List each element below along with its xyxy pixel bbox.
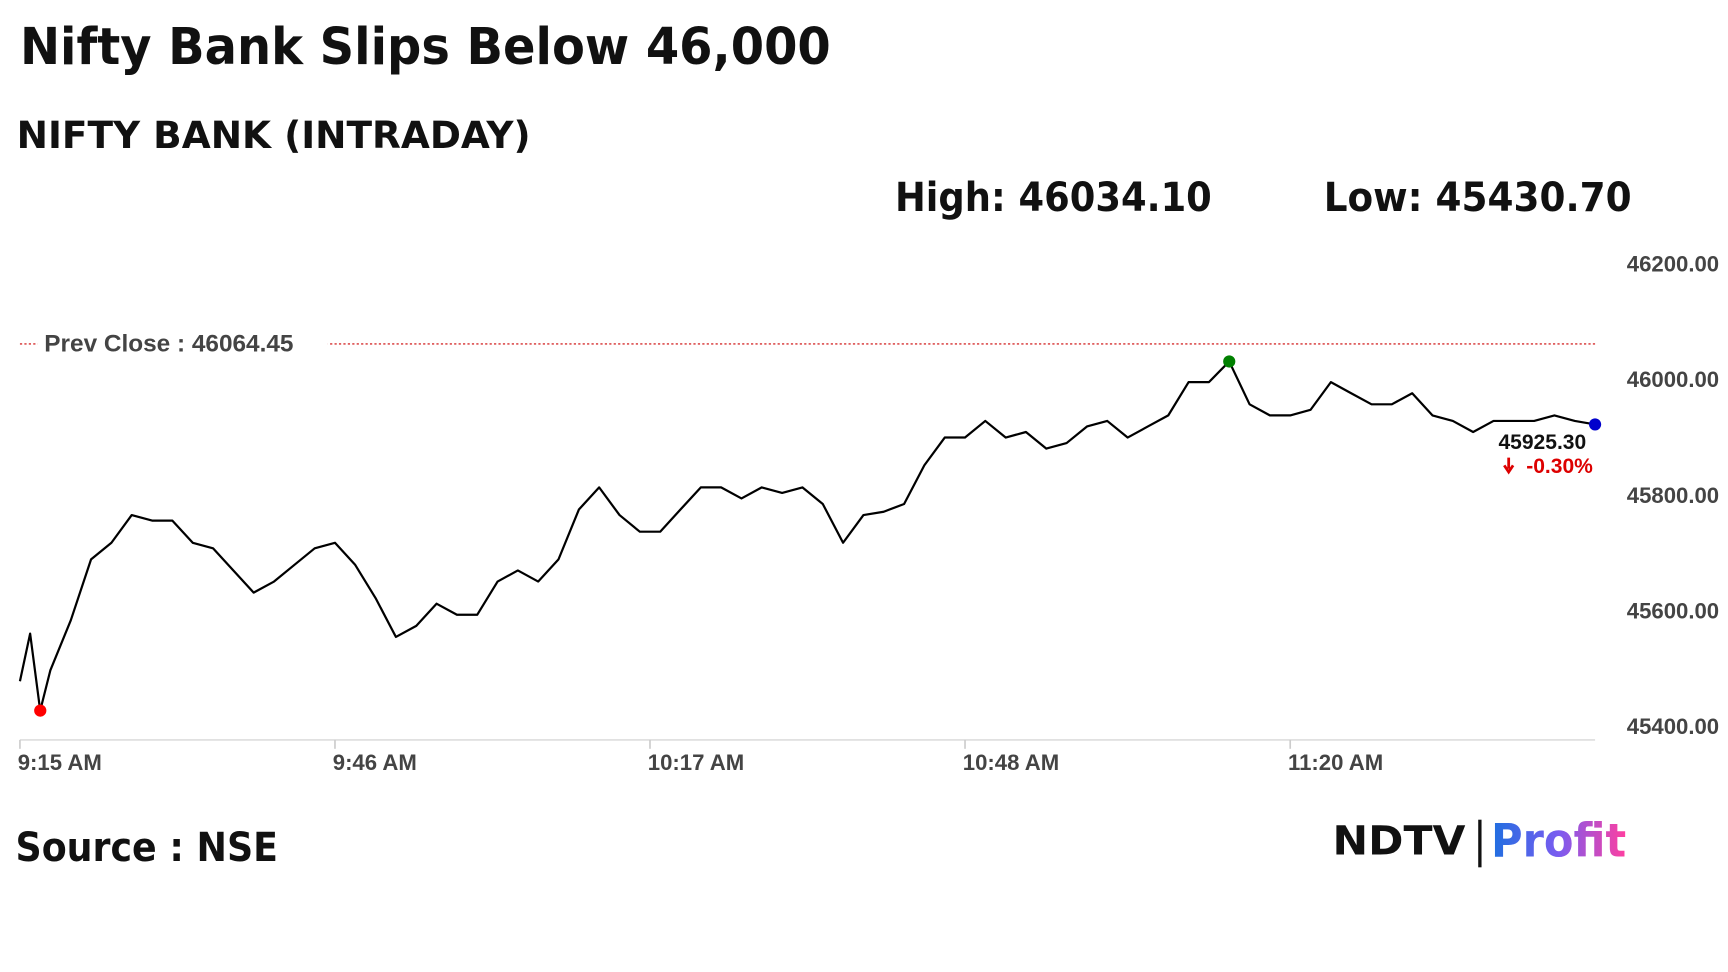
y-tick-label: 46000.00 [1627,367,1719,392]
x-tick-label: 9:46 AM [333,750,417,775]
low-label: Low: 45430.70 [1324,175,1632,221]
y-tick-label: 45800.00 [1627,483,1719,508]
x-tick-label: 11:20 AM [1288,750,1383,775]
logo: NDTV Profit [1333,814,1627,868]
x-tick-label: 10:48 AM [963,750,1059,775]
change-label: -0.30% [1526,455,1593,478]
x-tick-label: 9:15 AM [18,750,102,775]
last-marker [1588,418,1602,431]
y-tick-label: 45400.00 [1627,714,1719,739]
prev-close-label: Prev Close : 46064.45 [44,330,293,357]
x-tick-label: 10:17 AM [648,750,744,775]
logo-ndtv: NDTV [1333,819,1466,865]
chart-subtitle: NIFTY BANK (INTRADAY) [17,113,531,157]
y-tick-label: 46200.00 [1627,251,1719,276]
prev-close-bg [37,328,328,360]
source: Source : NSE [16,825,279,871]
low-marker [34,704,47,717]
down-arrow [1503,457,1515,475]
high-marker [1223,355,1236,368]
high-label: High: 46034.10 [895,175,1212,221]
chart-title: Nifty Bank Slips Below 46,000 [20,18,831,77]
y-tick-label: 45600.00 [1627,598,1719,623]
logo-profit: Profit [1491,814,1626,868]
price-line [18,360,1596,712]
last-value-label: 45925.30 [1498,431,1586,454]
